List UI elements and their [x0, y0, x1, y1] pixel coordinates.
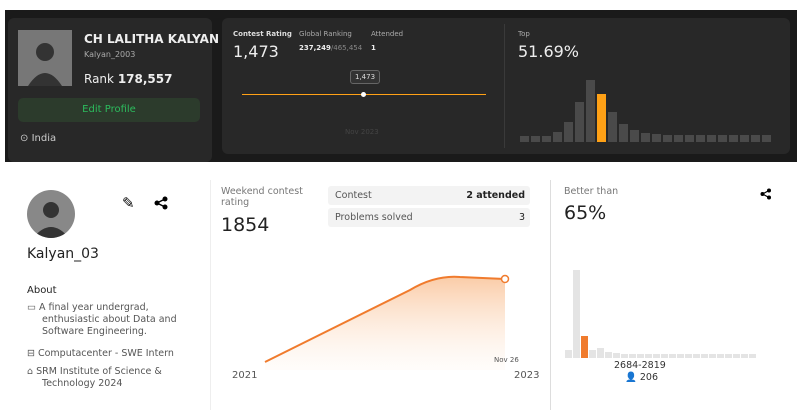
rating-label: Contest Rating — [233, 30, 292, 38]
better-value: 65% — [564, 202, 607, 224]
school-text: SRM Institute of Science & Technology 20… — [36, 366, 162, 389]
contest-value: 2 attended — [466, 190, 525, 201]
divider — [210, 180, 211, 410]
share-icon[interactable] — [154, 196, 168, 210]
solved-label: Problems solved — [335, 212, 413, 223]
rating-label: Weekend contest rating — [221, 186, 303, 208]
better-label: Better than — [564, 186, 619, 197]
rank-value: 178,557 — [117, 72, 173, 86]
divider — [550, 180, 551, 410]
rank: Rank 178,557 — [84, 72, 172, 86]
about: ▭ A final year undergrad, enthusiastic a… — [27, 302, 177, 337]
rating: 1854 — [221, 214, 270, 236]
range: 2684-2819 — [614, 360, 666, 371]
username: Kalyan_03 — [27, 246, 99, 262]
rating-point — [361, 92, 366, 97]
global-label: Global Ranking — [299, 30, 352, 38]
top-value: 51.69% — [518, 42, 580, 61]
attended-label: Attended — [371, 30, 404, 38]
solved-row — [328, 208, 530, 227]
global: 237,249/465,454 — [299, 44, 362, 52]
better-histogram — [565, 270, 756, 358]
avatar — [27, 190, 75, 238]
rating-curve — [264, 274, 510, 370]
tooltip: 1,473 — [350, 70, 381, 84]
contest-card — [222, 18, 790, 154]
contest-label: Contest — [335, 190, 372, 201]
divider — [504, 24, 505, 148]
avatar — [18, 30, 72, 86]
job-text: Computacenter - SWE Intern — [37, 348, 174, 359]
x-end: 2023 — [514, 370, 540, 381]
school: ⌂ SRM Institute of Science & Technology … — [27, 366, 162, 389]
rating: 1,473 — [233, 42, 279, 61]
job: ⊟ Computacenter - SWE Intern — [27, 348, 174, 359]
edit-icon[interactable]: ✎ — [122, 194, 135, 212]
share-icon[interactable] — [760, 188, 772, 200]
solved-value: 3 — [518, 212, 525, 223]
name: CH LALITHA KALYAN — [84, 32, 219, 46]
count: 👤 206 — [625, 372, 658, 383]
username: Kalyan_2003 — [84, 50, 136, 59]
date: Nov 2023 — [345, 128, 379, 136]
top-label: Top — [518, 30, 530, 38]
contest-row — [328, 186, 530, 205]
edit-profile-button[interactable]: Edit Profile — [18, 98, 200, 122]
about-text: A final year undergrad, enthusiastic abo… — [39, 302, 177, 337]
top-histogram — [520, 80, 771, 142]
rank-label: Rank — [84, 72, 114, 86]
attended: 1 — [371, 44, 376, 52]
location: ⊙ India — [20, 133, 57, 144]
count-text: 206 — [639, 372, 658, 383]
location-text: India — [31, 133, 57, 144]
global-total: /465,454 — [330, 44, 363, 52]
x-start: 2021 — [232, 370, 258, 381]
global-rank: 237,249 — [299, 44, 331, 52]
about-title: About — [27, 285, 57, 296]
point-label: Nov 26 — [494, 356, 519, 364]
